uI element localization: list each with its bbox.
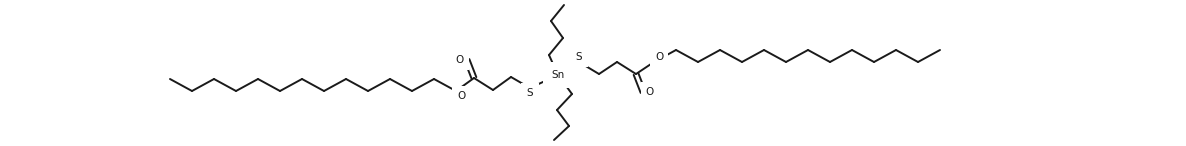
Text: Sn: Sn	[551, 70, 565, 80]
Text: O: O	[457, 91, 465, 101]
Text: S: S	[575, 52, 582, 62]
Text: S: S	[527, 88, 534, 98]
Text: O: O	[655, 52, 663, 62]
Text: O: O	[455, 55, 464, 65]
Text: O: O	[646, 87, 655, 97]
